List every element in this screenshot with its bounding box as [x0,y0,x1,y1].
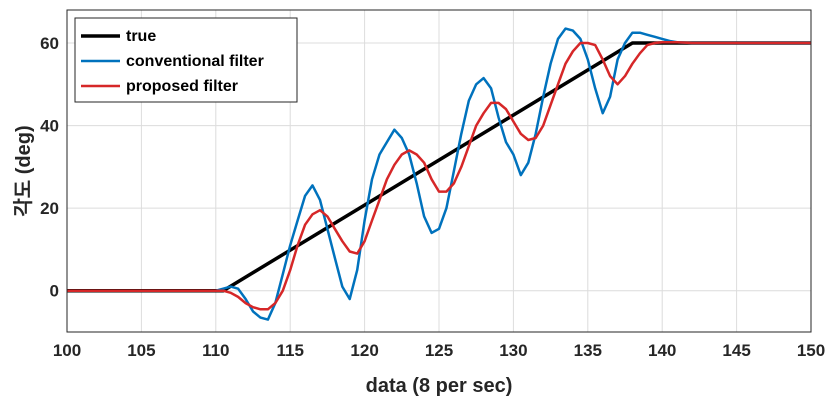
x-tick-label: 145 [722,341,750,360]
x-axis-label: data (8 per sec) [366,375,513,397]
series-line-proposed-filter [67,40,811,311]
x-tick-label: 115 [276,341,303,360]
y-tick-label: 20 [40,199,59,218]
y-axis-label: 각도 (deg) [12,125,35,216]
y-tick-labels: 0 20 40 60 [40,34,59,301]
x-tick-label: 140 [648,341,676,360]
plot-frame [66,9,812,333]
series-lines [67,27,811,321]
x-tick-label: 130 [499,341,527,360]
legend-label: true [126,28,156,45]
x-tick-label: 125 [425,341,453,360]
legend-label: proposed filter [126,78,238,95]
legend-items: true conventional filter proposed filter [81,28,264,95]
x-tick-labels: 100 105 110 115 120 125 130 135 140 145 150 [53,341,825,360]
x-tick-label: 120 [350,341,378,360]
y-tick-label: 40 [40,117,59,136]
y-tick-label: 60 [40,34,59,53]
x-tick-label: 110 [202,341,229,360]
legend-label: conventional filter [126,53,264,70]
series-line-conventional-filter [67,27,811,321]
x-tick-label: 135 [574,341,602,360]
x-tick-label: 150 [797,341,825,360]
legend: true conventional filter proposed filter [74,17,298,103]
y-tick-label: 0 [50,282,59,301]
x-tick-label: 105 [127,341,155,360]
x-tick-label: 100 [53,341,81,360]
